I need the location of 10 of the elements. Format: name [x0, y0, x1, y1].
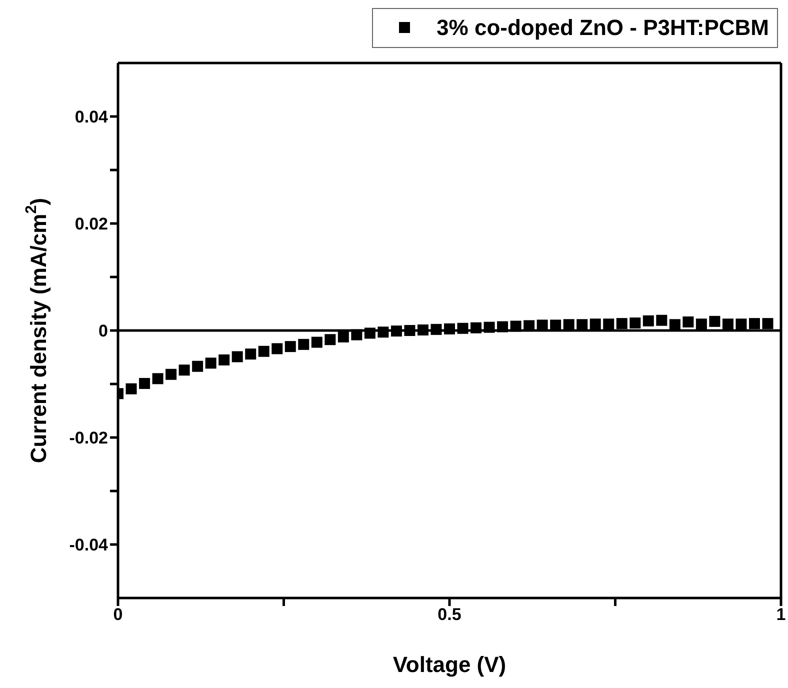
x-tick-label: 0	[113, 605, 123, 624]
x-axis-title: Voltage (V)	[392, 652, 506, 677]
y-tick-label: -0.04	[69, 536, 109, 555]
y-tick-label: 0	[98, 322, 108, 341]
x-tick-label: 0.5	[438, 605, 462, 624]
y-tick-label: 0.04	[74, 108, 109, 127]
y-tick-label: 0.02	[74, 214, 108, 234]
y-tick-label: -0.02	[69, 428, 108, 448]
x-tick-label: 1	[776, 605, 786, 624]
legend-label: 3% co-doped ZnO - P3HT:PCBM	[436, 15, 769, 41]
